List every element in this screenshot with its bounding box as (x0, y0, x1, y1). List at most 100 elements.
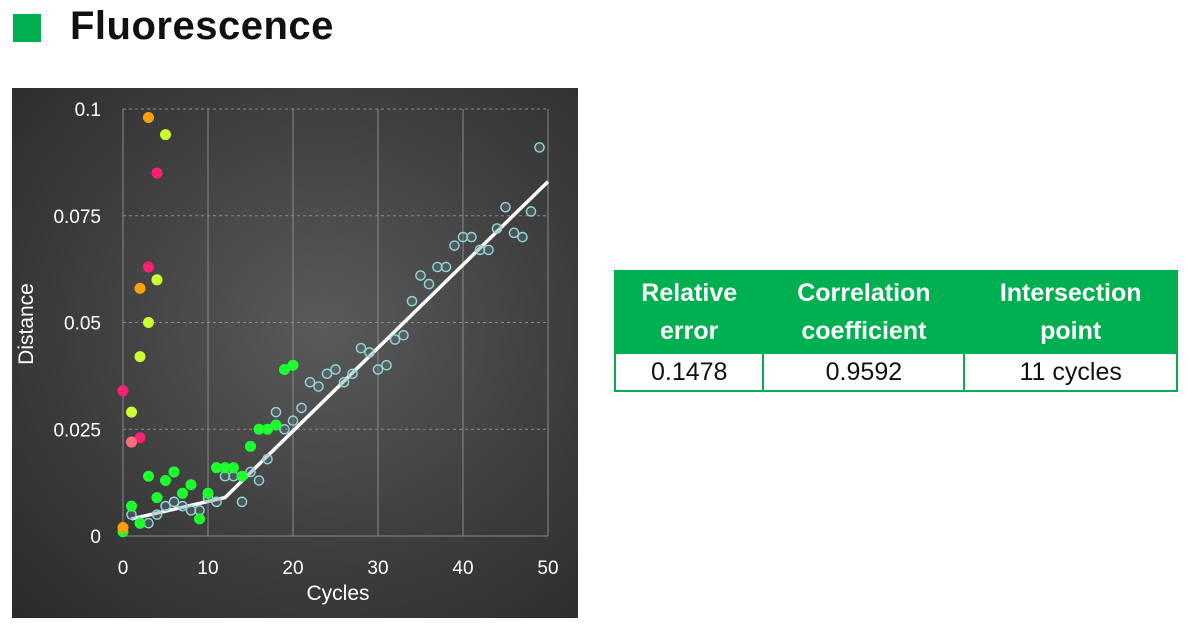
grid-lines (122, 108, 549, 537)
data-point (194, 513, 206, 525)
fit-line (131, 180, 550, 521)
data-points (117, 112, 545, 538)
data-point (177, 500, 188, 512)
relative-error-value: 0.1478 (613, 352, 765, 392)
correlation-coefficient-value: 0.9592 (762, 352, 966, 392)
data-point (126, 406, 138, 418)
header-relative-error: Relative error (613, 270, 765, 354)
data-point (117, 521, 129, 533)
data-point (321, 368, 333, 380)
data-point (287, 415, 299, 427)
header-correlation-coefficient: Correlation coefficient (762, 270, 966, 354)
data-point (330, 364, 341, 375)
data-point (440, 261, 452, 273)
data-point (151, 167, 163, 179)
data-point (372, 364, 384, 375)
header-line: Correlation (797, 279, 931, 307)
data-point (168, 496, 180, 508)
tick-labels: 0 10 20 30 40 50 0 0.025 0.05 0.075 0.1 (53, 100, 558, 579)
data-point (381, 359, 392, 371)
data-point (143, 261, 155, 273)
data-point (534, 142, 545, 153)
data-point (151, 509, 163, 520)
data-point (347, 368, 358, 380)
y-tick-label: 0.025 (53, 420, 101, 441)
data-point (117, 385, 129, 397)
data-point (508, 227, 520, 239)
data-point (415, 270, 426, 281)
data-point (143, 112, 155, 124)
data-point (160, 500, 171, 512)
data-point (151, 492, 163, 504)
header-line: Intersection (999, 279, 1142, 307)
stats-header-row: Relative error Correlation coefficient I… (613, 270, 1178, 354)
header-intersection-point: Intersection point (963, 270, 1178, 354)
data-point (126, 436, 138, 448)
data-point (262, 453, 273, 465)
y-tick-label: 0.05 (64, 314, 101, 335)
header-line: coefficient (801, 317, 927, 345)
page-title: Fluorescence (70, 4, 334, 48)
data-point (236, 496, 248, 508)
data-point (160, 129, 172, 141)
header-line: error (660, 317, 719, 345)
x-tick-label: 10 (197, 558, 218, 579)
y-tick-label: 0.1 (75, 100, 101, 121)
x-tick-label: 40 (452, 558, 473, 579)
stats-value-row: 0.1478 0.9592 11 cycles (613, 352, 1178, 392)
fit-line-group (131, 180, 550, 521)
data-point (517, 231, 528, 243)
data-point (202, 487, 214, 499)
data-point (168, 466, 180, 478)
data-point (423, 278, 435, 290)
data-point (151, 274, 163, 286)
data-point (236, 470, 248, 482)
data-point (398, 330, 409, 341)
y-tick-label: 0.075 (53, 207, 101, 228)
data-point (483, 244, 494, 256)
data-point (287, 359, 299, 371)
data-point (500, 201, 511, 213)
data-point (228, 462, 240, 474)
data-point (279, 423, 290, 435)
data-point (245, 440, 257, 452)
data-point (525, 206, 537, 217)
data-point (491, 223, 503, 234)
data-point (134, 517, 146, 529)
data-point (355, 342, 367, 354)
data-point (449, 240, 460, 251)
x-tick-label: 20 (282, 558, 303, 579)
data-point (270, 406, 282, 418)
stats-table: Relative error Correlation coefficient I… (613, 270, 1178, 392)
data-point (160, 474, 172, 486)
data-point (389, 334, 401, 345)
data-point (466, 231, 477, 243)
x-tick-label: 50 (537, 558, 558, 579)
data-point (143, 470, 155, 482)
data-point (270, 419, 282, 431)
data-point (126, 500, 138, 512)
data-point (313, 381, 324, 392)
scatter-chart: 0 10 20 30 40 50 0 0.025 0.05 0.075 0.1 Cycles Dis… (12, 88, 578, 618)
data-point (338, 376, 350, 388)
data-point (211, 496, 222, 508)
y-axis-label: Distance (15, 283, 38, 365)
data-point (134, 351, 146, 363)
chart-svg: 0 10 20 30 40 50 0 0.025 0.05 0.075 0.1 Cycles Dis… (15, 100, 559, 605)
title-marker (13, 14, 41, 42)
data-point (245, 466, 256, 478)
y-tick-label: 0 (90, 527, 101, 548)
data-point (406, 295, 418, 307)
x-tick-label: 30 (367, 558, 388, 579)
x-tick-label: 0 (118, 558, 129, 579)
data-point (143, 317, 155, 329)
data-point (253, 475, 265, 486)
data-point (185, 479, 197, 491)
intersection-point-value: 11 cycles (963, 352, 1178, 392)
data-point (304, 376, 316, 388)
data-point (296, 402, 307, 414)
data-point (364, 347, 375, 358)
header-line: Relative (641, 279, 738, 307)
x-axis-label: Cycles (306, 582, 369, 605)
data-point (134, 282, 146, 294)
